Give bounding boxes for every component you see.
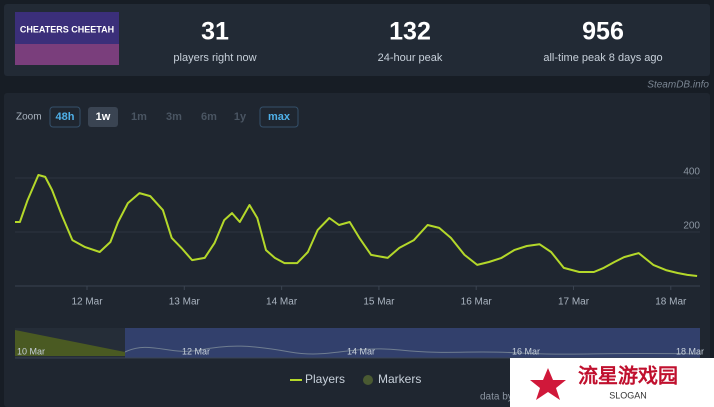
source: SteamDB.info (647, 80, 709, 91)
watermark: 流星游戏园 (578, 363, 678, 387)
navigator-line (124, 345, 701, 355)
x-tick-label: 16 Mar (461, 297, 493, 308)
navigator-label: 10 Mar (17, 346, 45, 356)
zoom-button[interactable]: max (268, 111, 291, 123)
logo-text: CHEATERS CHEETAH (20, 24, 114, 34)
credit: data by (480, 392, 513, 403)
navigator-area (15, 330, 125, 356)
navigator-label: 18 Mar (676, 346, 704, 356)
stat-value: 956 (582, 18, 624, 46)
legend-swatch (363, 375, 373, 385)
zoom-button[interactable]: 48h (56, 111, 75, 123)
y-tick-label: 200 (683, 221, 700, 232)
zoom-button[interactable]: 1m (131, 111, 147, 123)
x-tick-label: 18 Mar (655, 297, 687, 308)
header-panel (4, 4, 710, 76)
navigator-label: 14 Mar (347, 346, 375, 356)
watermark-star (530, 368, 566, 400)
logo-band (15, 44, 119, 65)
stat-value: 132 (389, 18, 431, 46)
y-tick-label: 400 (683, 167, 700, 178)
x-tick-label: 14 Mar (266, 297, 298, 308)
x-tick-label: 15 Mar (363, 297, 395, 308)
navigator-label: 12 Mar (182, 346, 210, 356)
stat-label: 24-hour peak (378, 52, 443, 64)
legend-label: Markers (378, 372, 421, 386)
zoom-button[interactable]: 6m (201, 111, 217, 123)
zoom-button[interactable]: 3m (166, 111, 182, 123)
slogan: SLOGAN (609, 390, 647, 400)
x-tick-label: 17 Mar (558, 297, 590, 308)
legend-label: Players (305, 372, 345, 386)
navigator-window (125, 328, 700, 358)
zoom-label: Zoom (16, 112, 42, 123)
x-tick-label: 12 Mar (71, 297, 103, 308)
zoom-button[interactable]: 1w (96, 111, 111, 123)
stat-label: all-time peak 8 days ago (543, 52, 662, 64)
navigator-label: 16 Mar (512, 346, 540, 356)
zoom-button-bg (49, 106, 81, 128)
zoom-button-bg (88, 107, 118, 127)
zoom-button[interactable]: 1y (234, 111, 247, 123)
zoom-button-bg (259, 106, 299, 128)
stat-label: players right now (173, 52, 256, 64)
x-tick-label: 13 Mar (169, 297, 201, 308)
line (15, 174, 698, 277)
stat-value: 31 (201, 18, 229, 46)
